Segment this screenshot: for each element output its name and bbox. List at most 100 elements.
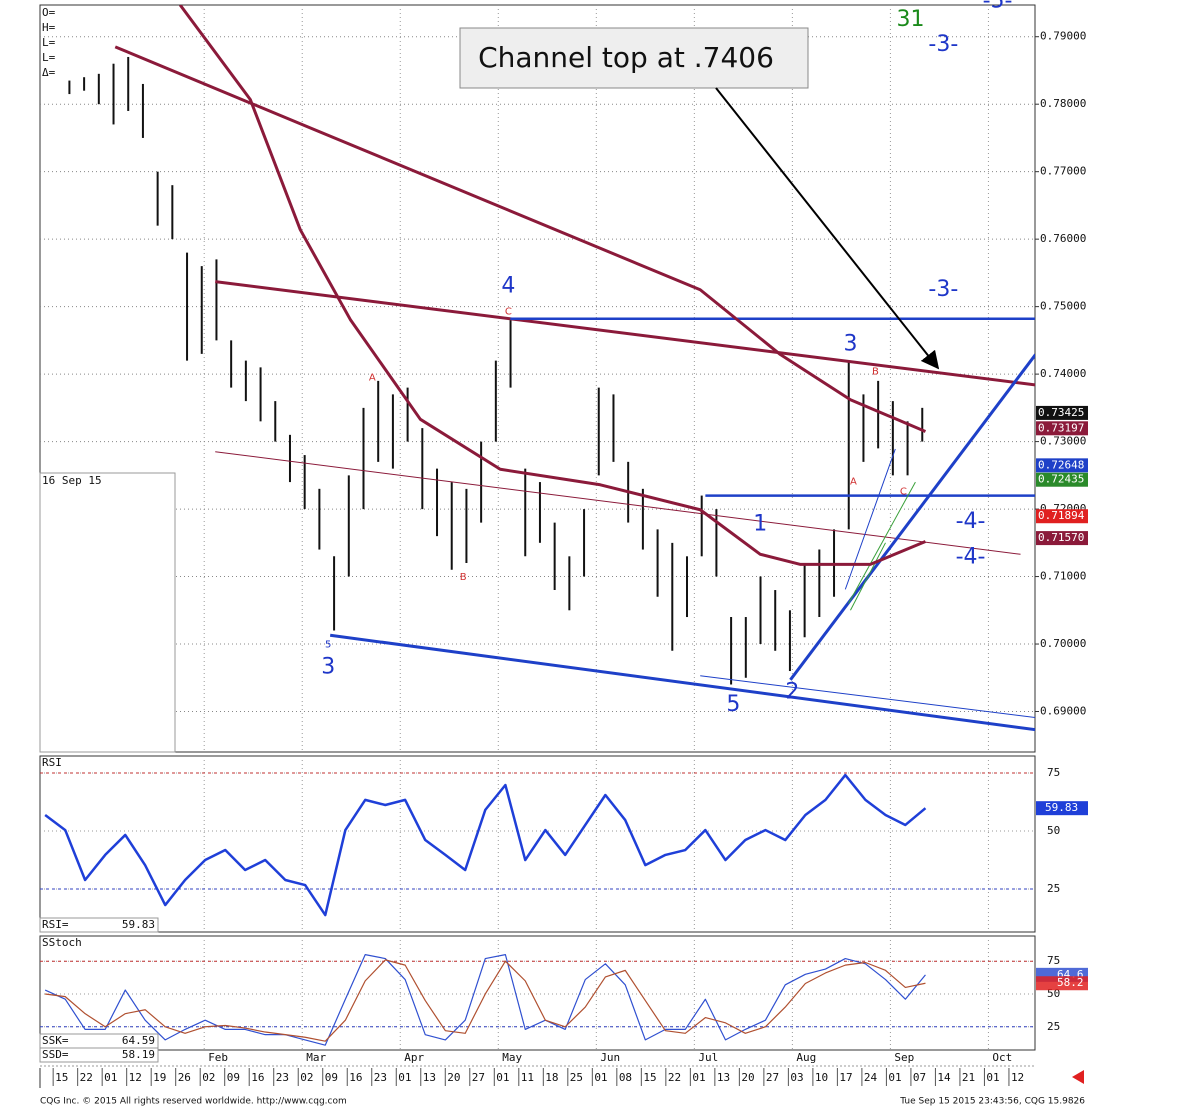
x-tick-label: 13	[423, 1071, 436, 1084]
rsi-readout: 59.83	[122, 918, 155, 931]
x-tick-label: 20	[741, 1071, 754, 1084]
line-series	[789, 353, 1035, 681]
line-series	[45, 959, 926, 1042]
x-tick-label: 21	[962, 1071, 975, 1084]
price-marker	[1036, 531, 1088, 546]
line-series	[114, 45, 927, 433]
y-tick-label: 50	[1047, 824, 1060, 837]
x-tick-label: 10	[815, 1071, 828, 1084]
x-tick-label: 16	[251, 1071, 264, 1084]
y-tick-label: 0.76000	[1040, 232, 1086, 245]
month-label: Aug	[796, 1051, 816, 1064]
line-series	[329, 633, 1035, 732]
line-series	[215, 451, 1021, 555]
scroll-arrow[interactable]	[1072, 1070, 1084, 1084]
wave-label: B	[460, 572, 467, 583]
rsi-readout-box	[39, 917, 159, 933]
line-series	[44, 954, 926, 1046]
x-tick-label: 23	[374, 1071, 387, 1084]
price-marker-label: 0.72648	[1038, 458, 1084, 471]
x-tick-label: 08	[619, 1071, 632, 1084]
price-marker-label: 0.73197	[1038, 421, 1084, 434]
wave-label: 4	[501, 273, 515, 298]
x-tick-label: 11	[521, 1071, 534, 1084]
rsi-title: RSI	[42, 756, 62, 769]
month-label: Jun	[600, 1051, 620, 1064]
readout-label: SSD=	[42, 1048, 69, 1061]
callout-box	[459, 27, 809, 89]
readout-label: SSK=	[42, 1034, 69, 1047]
footer-right: Tue Sep 15 2015 23:43:56, CQG 15.9826	[899, 1097, 1085, 1107]
x-tick-label: 23	[276, 1071, 289, 1084]
x-tick-label: 01	[496, 1071, 509, 1084]
x-tick-label: 18	[545, 1071, 558, 1084]
price-marker	[1036, 509, 1088, 524]
price-panel	[39, 4, 1036, 753]
y-tick-label: 25	[1047, 1020, 1060, 1033]
y-tick-label: 0.70000	[1040, 637, 1086, 650]
x-tick-label: 22	[668, 1071, 681, 1084]
price-marker	[1036, 472, 1088, 487]
x-tick-label: 02	[300, 1071, 313, 1084]
month-label: Feb	[208, 1051, 228, 1064]
rsi-readout-label: RSI=	[42, 918, 69, 931]
wave-label: -4-	[956, 509, 986, 534]
x-tick-label: 20	[447, 1071, 460, 1084]
x-tick-label: 19	[153, 1071, 166, 1084]
line-series	[178, 5, 927, 566]
x-tick-label: 12	[129, 1071, 142, 1084]
x-tick-label: 24	[864, 1071, 878, 1084]
x-tick-label: 09	[227, 1071, 240, 1084]
x-tick-label: 27	[766, 1071, 779, 1084]
price-marker-label: 0.72435	[1038, 473, 1084, 486]
month-label: Mar	[306, 1051, 326, 1064]
wave-label: 5	[726, 692, 740, 717]
y-tick-label: 75	[1047, 954, 1060, 967]
x-tick-label: 26	[178, 1071, 191, 1084]
x-tick-label: 16	[349, 1071, 362, 1084]
month-label: Apr	[404, 1051, 424, 1064]
x-tick-label: 17	[839, 1071, 852, 1084]
line-series	[844, 448, 896, 590]
y-tick-label: 75	[1047, 766, 1060, 779]
line-series	[700, 675, 1035, 719]
rsi-plot	[40, 756, 1035, 932]
wave-label: A	[850, 476, 857, 487]
x-tick-label: 01	[104, 1071, 117, 1084]
price-plot	[40, 5, 1035, 752]
x-tick-label: 01	[986, 1071, 999, 1084]
price-marker-label: 0.73425	[1038, 406, 1084, 419]
header-label: H=	[42, 21, 56, 34]
x-tick-label: 27	[472, 1071, 485, 1084]
month-label: Oct	[992, 1051, 1012, 1064]
month-label: Sep	[894, 1051, 914, 1064]
y-tick-label: 0.69000	[1040, 705, 1086, 718]
y-tick-label: 0.77000	[1040, 165, 1086, 178]
x-tick-label: 09	[325, 1071, 338, 1084]
price-marker	[1036, 421, 1088, 436]
x-tick-label: 15	[643, 1071, 656, 1084]
x-tick-label: 12	[1011, 1071, 1024, 1084]
header-label: Δ=	[42, 66, 56, 79]
wave-label: 31	[897, 7, 925, 32]
x-tick-label: 13	[717, 1071, 730, 1084]
line-series	[848, 481, 916, 604]
readout-value: 64.59	[122, 1034, 155, 1047]
x-tick-label: 01	[692, 1071, 705, 1084]
callout-arrow	[715, 87, 940, 370]
readout-box	[39, 1047, 159, 1063]
wave-label: C	[900, 487, 907, 498]
stoch-title: SStoch	[42, 936, 82, 949]
x-tick-label: 07	[913, 1071, 926, 1084]
header-label: L=	[42, 36, 56, 49]
x-tick-label: 25	[570, 1071, 583, 1084]
wave-label: C	[505, 306, 512, 317]
x-tick-label: 22	[80, 1071, 93, 1084]
wave-label: B	[872, 366, 879, 377]
x-tick-label: 02	[202, 1071, 215, 1084]
info-date: 16 Sep 15	[42, 474, 102, 487]
price-marker-label: 0.71570	[1038, 531, 1084, 544]
readout-value: 58.19	[122, 1048, 155, 1061]
